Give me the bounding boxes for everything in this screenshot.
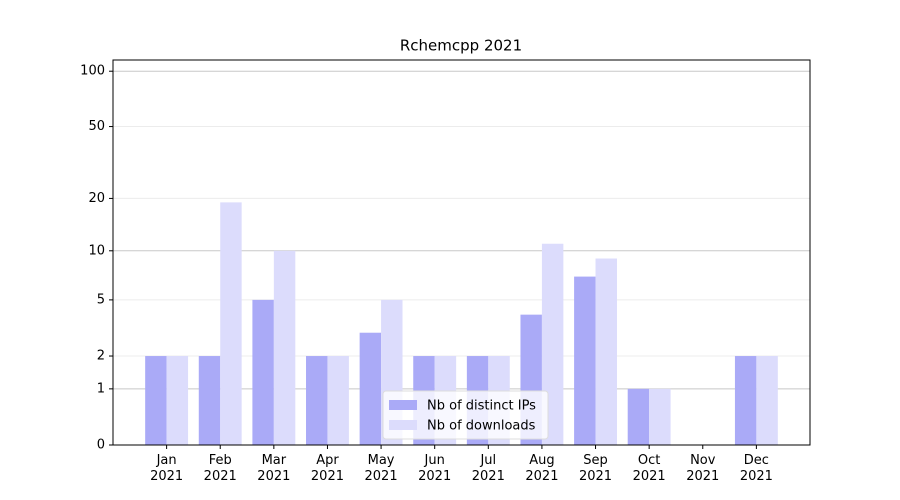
legend-box	[382, 390, 549, 440]
legend-label: Nb of distinct IPs	[427, 399, 536, 414]
y-tick-label: 100	[80, 64, 105, 79]
bar	[574, 276, 596, 445]
bar	[327, 356, 349, 445]
x-tick-label: Jan 2021	[150, 453, 184, 484]
chart-title: Rchemcpp 2021	[400, 37, 522, 55]
bar	[166, 356, 189, 445]
bar	[198, 356, 221, 445]
x-tick-label: Sep 2021	[578, 453, 613, 484]
x-tick-label: Jun 2021	[418, 453, 452, 484]
bar	[306, 356, 328, 445]
bar	[756, 356, 778, 445]
bar	[595, 258, 617, 445]
bar	[145, 356, 167, 445]
x-tick-label: Mar 2021	[257, 453, 291, 484]
x-tick-label: Feb 2021	[203, 453, 237, 484]
bar	[627, 388, 650, 445]
legend-label: Nb of downloads	[427, 419, 536, 434]
bar	[359, 332, 382, 445]
legend: Nb of distinct IPs Nb of downloads	[382, 390, 549, 440]
x-tick-label: Jul 2021	[471, 453, 505, 484]
x-tick-label: Nov 2021	[686, 453, 720, 484]
bar	[649, 388, 671, 445]
y-tick-label: 10	[88, 243, 105, 258]
legend-swatch	[389, 420, 417, 430]
x-tick-label: Dec 2021	[739, 453, 773, 484]
y-tick-label: 1	[97, 381, 105, 396]
y-tick-label: 20	[88, 191, 105, 206]
bar	[220, 202, 242, 445]
y-tick-label: 5	[97, 292, 105, 307]
x-tick-label: Aug 2021	[525, 453, 559, 484]
y-tick-label: 2	[97, 349, 105, 364]
bar	[252, 299, 274, 445]
bar	[273, 250, 296, 445]
y-tick-label: 50	[88, 119, 105, 134]
y-tick-label: 0	[97, 438, 105, 453]
x-tick-label: Oct 2021	[632, 453, 666, 484]
x-tick-label: Apr 2021	[310, 453, 344, 484]
bar	[734, 356, 757, 445]
x-tick-label: May 2021	[364, 453, 398, 484]
legend-swatch	[389, 400, 417, 410]
plot-frame	[112, 59, 811, 446]
